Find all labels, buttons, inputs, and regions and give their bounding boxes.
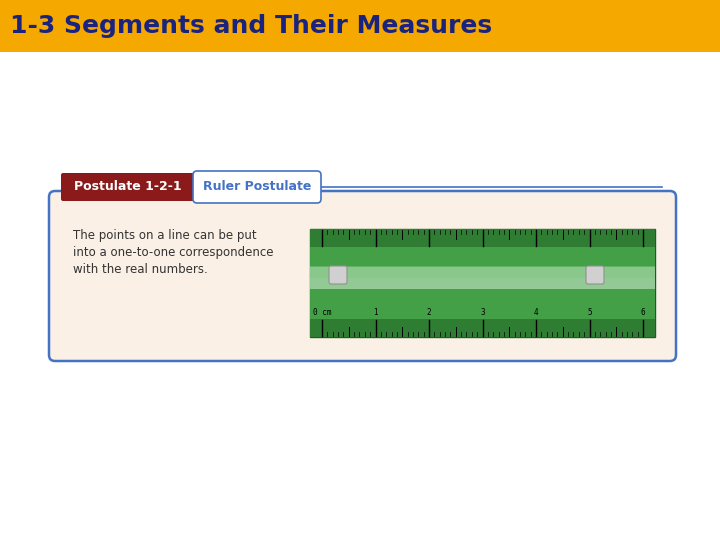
FancyBboxPatch shape	[310, 229, 655, 337]
Text: 1: 1	[373, 308, 378, 317]
Text: 3: 3	[480, 308, 485, 317]
Text: 4: 4	[534, 308, 539, 317]
Text: Ruler Postulate: Ruler Postulate	[203, 180, 311, 193]
FancyBboxPatch shape	[310, 229, 655, 247]
Text: 2: 2	[427, 308, 431, 317]
Text: The points on a line can be put: The points on a line can be put	[73, 229, 256, 242]
Text: 6: 6	[641, 308, 645, 317]
FancyBboxPatch shape	[310, 247, 655, 319]
FancyBboxPatch shape	[193, 171, 321, 203]
FancyBboxPatch shape	[49, 191, 676, 361]
FancyBboxPatch shape	[329, 266, 347, 284]
Text: into a one-to-one correspondence: into a one-to-one correspondence	[73, 246, 274, 259]
FancyBboxPatch shape	[0, 0, 720, 52]
FancyBboxPatch shape	[310, 319, 655, 337]
Text: Postulate 1-2-1: Postulate 1-2-1	[74, 180, 182, 193]
Text: 1-3 Segments and Their Measures: 1-3 Segments and Their Measures	[10, 14, 492, 38]
FancyBboxPatch shape	[586, 266, 604, 284]
Text: 0 cm: 0 cm	[312, 308, 331, 317]
FancyBboxPatch shape	[310, 267, 655, 289]
Text: with the real numbers.: with the real numbers.	[73, 263, 208, 276]
FancyBboxPatch shape	[310, 266, 655, 278]
Text: 5: 5	[588, 308, 592, 317]
FancyBboxPatch shape	[61, 173, 195, 201]
